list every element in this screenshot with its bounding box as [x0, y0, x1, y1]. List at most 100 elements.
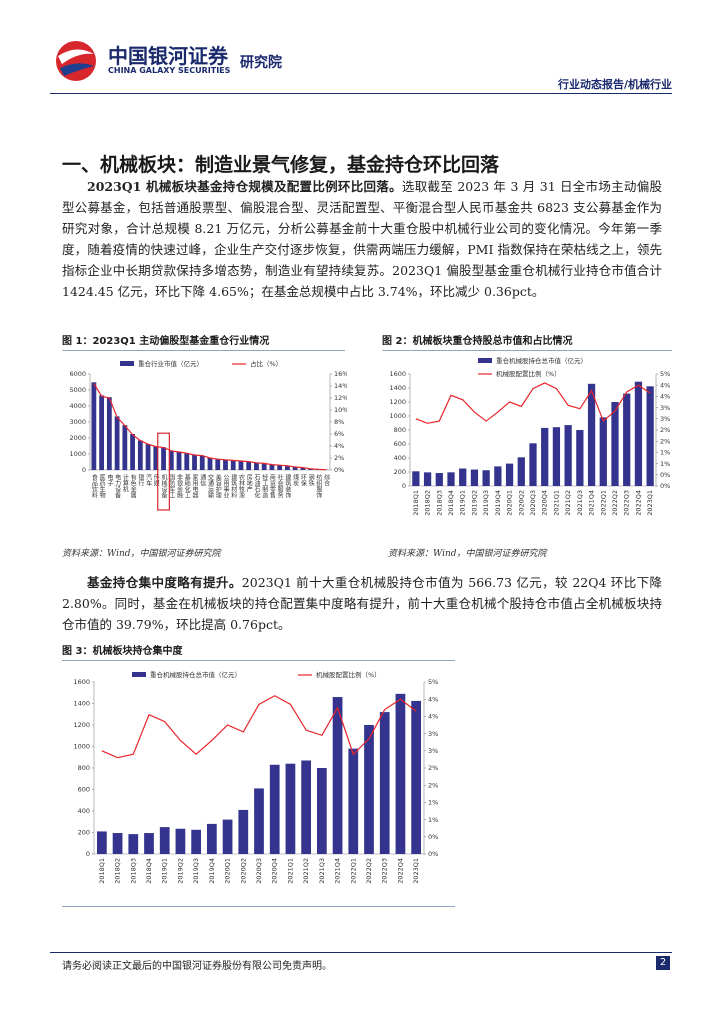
bar: [238, 809, 249, 854]
legend-label: 机械股配置比例（%）: [316, 670, 381, 679]
bar: [292, 466, 298, 470]
x-tick-label: 2022Q4: [634, 490, 642, 516]
y-tick-label: 0: [82, 466, 86, 474]
bar: [541, 427, 549, 486]
y-tick-label: 1200: [389, 398, 406, 406]
bar: [199, 455, 205, 470]
y2-tick-label: 8%: [334, 418, 344, 426]
x-tick-label: 2020Q4: [541, 490, 549, 516]
y2-tick-label: 1%: [428, 816, 438, 824]
footer-rule: [50, 952, 672, 953]
x-tick-label: 2021Q3: [318, 858, 326, 884]
brand-cn: 中国银河证券: [108, 44, 228, 68]
bar: [599, 417, 607, 486]
figure-source: 资料来源：Wind，中国银河证券研究院: [62, 549, 221, 559]
line: [101, 695, 417, 759]
x-tick-label: 2023Q1: [412, 858, 420, 884]
y2-tick-label: 0%: [660, 482, 670, 490]
brand-en: CHINA GALAXY SECURITIES: [108, 66, 231, 75]
y-tick-label: 4000: [69, 402, 86, 410]
x-tick-label: 社会服务: [276, 473, 283, 499]
bar: [411, 700, 422, 854]
x-tick-label: 2019Q3: [192, 858, 200, 884]
bar: [301, 760, 312, 854]
chart: 0 1000 2000 3000 4000 5000 6000 0% 2% 4% 6% 8% 10% 12…: [69, 359, 347, 511]
bar: [447, 472, 455, 486]
disclaimer: 请务必阅读正文最后的中国银河证券股份有限公司免责声明。: [62, 961, 332, 972]
x-tick-label: 2021Q2: [564, 490, 572, 516]
y2-tick-label: 5%: [428, 678, 438, 686]
x-tick-label: 2019Q2: [176, 858, 184, 884]
bar: [646, 386, 654, 486]
bar: [261, 463, 267, 470]
legend-label: 机械股配置比例（%）: [496, 369, 561, 378]
y2-tick-label: 10%: [334, 406, 347, 414]
bar: [206, 823, 217, 854]
y2-tick-label: 2%: [334, 454, 344, 462]
y2-tick-label: 4%: [660, 393, 670, 401]
bar: [379, 712, 390, 854]
y2-tick-label: 4%: [428, 695, 438, 703]
legend-label: 重仓机械股持仓总市值（亿元）: [150, 670, 241, 679]
bar: [269, 764, 280, 854]
x-tick-label: 2022Q3: [381, 858, 389, 884]
x-tick-label: 2022Q2: [365, 858, 373, 884]
bar: [395, 693, 406, 854]
x-tick-label: 2020Q2: [239, 858, 247, 884]
bar: [153, 446, 159, 470]
bar: [269, 464, 275, 470]
bar: [137, 440, 143, 470]
x-tick-label: 2020Q1: [224, 858, 232, 884]
y2-tick-label: 4%: [660, 381, 670, 389]
y-tick-label: 1200: [73, 721, 90, 729]
x-tick-label: 通信: [199, 473, 206, 487]
bar: [470, 469, 479, 486]
x-tick-label: 美容护理: [214, 473, 221, 498]
bar: [552, 427, 561, 486]
y-tick-label: 5000: [69, 386, 86, 394]
y-tick-label: 800: [78, 764, 90, 772]
chart: 0 200 400 600 800 1000 1200 1400 1600 0% 0% 1% 1% 2% 2…: [389, 356, 670, 516]
y2-tick-label: 12%: [334, 394, 347, 402]
x-tick-label: 汽车: [145, 473, 152, 487]
y-tick-label: 1000: [73, 743, 90, 751]
y2-tick-label: 4%: [334, 442, 344, 450]
bar: [99, 395, 105, 470]
x-tick-label: 2022Q2: [611, 490, 619, 516]
x-tick-label: 2019Q4: [494, 490, 502, 516]
x-tick-label: 2021Q4: [334, 858, 342, 884]
bar: [128, 834, 139, 854]
bar: [184, 453, 190, 470]
y2-tick-label: 0%: [428, 850, 438, 858]
page-number: 2: [656, 956, 670, 970]
line: [93, 383, 327, 471]
bar: [623, 393, 631, 486]
bar: [222, 819, 233, 854]
y2-tick-label: 1%: [428, 799, 438, 807]
x-tick-label: 2021Q2: [302, 858, 310, 884]
y2-tick-label: 3%: [428, 747, 438, 755]
x-tick-label: 2020Q4: [271, 858, 279, 884]
bar: [175, 828, 186, 854]
bar: [576, 430, 584, 486]
y-tick-label: 1000: [389, 412, 406, 420]
x-tick-label: 2019Q1: [459, 490, 467, 516]
bar: [435, 473, 443, 486]
figure-source: 资料来源：Wind，中国银河证券研究院: [388, 549, 547, 559]
paragraph-text: 选取截至 2023 年 3 月 31 日全市场主动偏股型公募基金，包括普通股票型…: [62, 179, 662, 299]
legend-swatch: [478, 358, 492, 363]
x-tick-label: 食品饮料: [90, 473, 97, 499]
y2-tick-label: 3%: [428, 730, 438, 738]
x-tick-label: 农林牧渔: [237, 473, 244, 499]
report-type: 行业动态报告/机械行业: [557, 78, 672, 91]
figure-caption: 图 2：机械板块重仓持股总市值和占比情况: [382, 332, 672, 351]
x-tick-label: 2021Q4: [588, 490, 596, 516]
y2-tick-label: 2%: [660, 426, 670, 434]
y-tick-label: 2000: [69, 434, 86, 442]
y2-tick-label: 1%: [660, 460, 670, 468]
bar: [106, 397, 112, 470]
x-tick-label: 房地产: [245, 473, 252, 493]
figure-caption: 图 1：2023Q1 主动偏股型基金重仓行业情况: [62, 332, 345, 351]
bar: [316, 768, 327, 854]
x-tick-label: 2020Q1: [506, 490, 514, 516]
